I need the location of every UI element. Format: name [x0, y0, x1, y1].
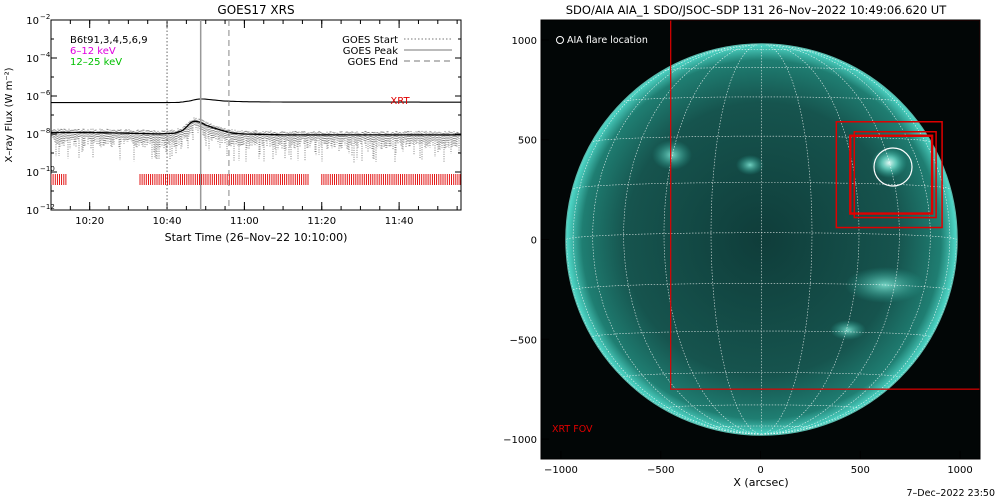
xrt-fov-label: XRT FOV	[552, 424, 593, 435]
goes-y-tick-exponent: −8	[40, 127, 50, 135]
goes-y-tick-label: 10	[26, 54, 39, 65]
aia-x-tick-label: 500	[851, 465, 870, 476]
aia-y-tick-label: −500	[510, 335, 537, 346]
aia-y-tick-label: 1000	[512, 36, 537, 47]
goes-y-tick-label: 10	[26, 168, 39, 179]
goes-short-channel-line	[51, 120, 461, 136]
grid-latitude-line	[623, 372, 900, 378]
grid-longitude-line	[592, 45, 762, 435]
aia-y-axis: 1000 500 0 −500 −1000	[503, 36, 549, 446]
goes-plot-frame	[50, 19, 462, 211]
goes-y-tick-exponent: −4	[40, 51, 51, 59]
grid-longitude-line	[761, 45, 931, 435]
aia-y-tick-label: 500	[518, 136, 537, 147]
footer-date: 7–Dec–2022 23:50	[906, 488, 995, 499]
xrt-fov-boxes	[670, 20, 980, 390]
goes-y-axis-label: X–ray Flux (W m⁻²)	[4, 67, 15, 162]
grid-longitude-line	[761, 46, 951, 435]
goes-x-tick-label: 11:00	[230, 216, 259, 227]
goes-low-channel-scatter	[51, 117, 460, 163]
goes-x-tick-label: 10:20	[75, 216, 104, 227]
grid-latitude-line	[573, 182, 950, 189]
goes-y-tick-label: 10	[26, 206, 39, 217]
goes-x-tick-label: 10:40	[153, 216, 182, 227]
goes-y-tick-exponent: −12	[40, 203, 55, 211]
goes-legend-channel: 12–25 keV	[70, 57, 122, 68]
xrt-coverage-bars	[51, 174, 461, 185]
grid-longitude-line	[623, 44, 762, 435]
goes-y-tick-exponent: −2	[40, 13, 50, 21]
goes-x-tick-label: 11:40	[385, 216, 414, 227]
goes-legend-channel: 6–12 keV	[70, 46, 116, 57]
aia-flare-location-circle	[873, 147, 913, 187]
aia-image-panel: SDO/AIA AIA_1 SDO/JSOC–SDP 131 26–Nov–20…	[503, 3, 981, 489]
goes-legend-marker-label: GOES End	[348, 57, 398, 68]
sun-disk	[565, 43, 958, 436]
xrt-fov-small-box	[849, 134, 934, 215]
xrt-coverage-segment	[321, 174, 461, 185]
aia-x-tick-label: 0	[757, 465, 763, 476]
active-region-east	[652, 140, 692, 170]
active-region-south	[830, 320, 866, 340]
goes-y-tick-label: 10	[26, 130, 39, 141]
goes-y-tick-label: 10	[26, 16, 39, 27]
grid-latitude-line	[623, 96, 900, 102]
goes-legend-marker-label: GOES Peak	[343, 46, 398, 57]
goes-long-channel-line	[51, 98, 461, 104]
grid-latitude-line	[710, 425, 813, 428]
aia-x-axis: −1000 −500 0 500 1000	[544, 451, 973, 476]
goes-title: GOES17 XRS	[217, 3, 294, 17]
aia-y-tick-label: 0	[531, 236, 537, 247]
xrt-fov-small-box	[835, 121, 943, 229]
goes-event-markers	[166, 20, 230, 210]
aia-x-tick-label: −1000	[544, 465, 578, 476]
goes-x-axis-label: Start Time (26–Nov–22 10:10:00)	[165, 231, 348, 244]
flare-legend-label: AIA flare location	[567, 35, 648, 46]
goes-y-tick-exponent: −6	[40, 89, 51, 97]
goes-xrt-label: XRT	[390, 96, 410, 107]
xrt-coverage-segment	[51, 174, 67, 185]
grid-longitude-line	[761, 44, 900, 435]
xrt-fov-small-box	[853, 130, 937, 219]
goes-x-axis: 10:20 10:40 11:00 11:20 11:40	[50, 20, 458, 227]
flare-legend-icon	[556, 36, 564, 44]
grid-longitude-line	[572, 46, 762, 435]
goes-series	[51, 98, 461, 136]
goes-y-tick-label: 10	[26, 92, 39, 103]
aia-x-tick-label: −500	[647, 465, 674, 476]
grid-longitude-line	[663, 44, 762, 435]
aia-x-axis-label: X (arcsec)	[733, 476, 788, 489]
goes-y-tick-exponent: −10	[40, 165, 55, 173]
grid-latitude-line	[572, 283, 951, 291]
active-region-center	[736, 155, 764, 175]
aia-x-tick-label: 1000	[947, 465, 972, 476]
sun-limb	[565, 43, 958, 436]
aia-title: SDO/AIA AIA_1 SDO/JSOC–SDP 131 26–Nov–20…	[566, 3, 947, 17]
grid-longitude-line	[761, 44, 813, 435]
goes-x-tick-label: 11:20	[307, 216, 336, 227]
grid-longitude-line	[710, 44, 762, 435]
goes-legend-channel: B6t91,3,4,5,6,9	[70, 35, 148, 46]
goes-low-channel-noise	[51, 117, 460, 163]
flare-glow	[871, 148, 907, 178]
xrt-coverage-segment	[139, 174, 309, 185]
goes-legend-marker-label: GOES Start	[342, 35, 398, 46]
grid-longitude-line	[761, 44, 860, 435]
grid-latitude-line	[711, 49, 812, 52]
aia-y-tick-label: −1000	[503, 435, 537, 446]
